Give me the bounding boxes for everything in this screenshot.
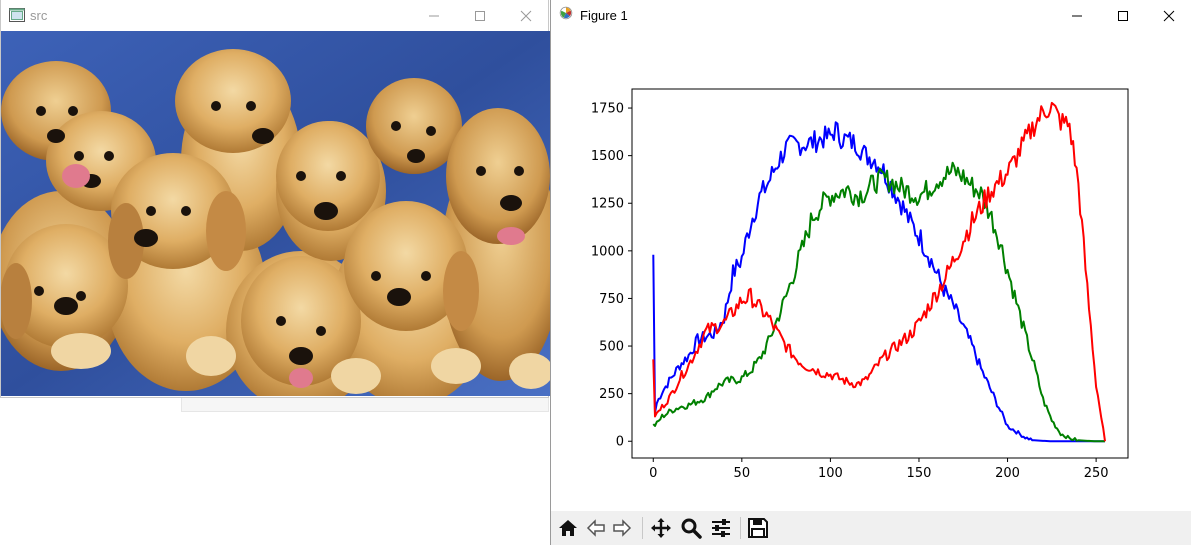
axes-frame <box>631 88 1129 459</box>
y-tick-label: 1250 <box>591 197 624 212</box>
zoom-button[interactable] <box>678 515 704 541</box>
image-window-icon <box>9 8 25 22</box>
maximize-button[interactable] <box>1100 0 1146 31</box>
pan-button[interactable] <box>648 515 674 541</box>
close-icon <box>1163 10 1175 21</box>
x-tick-label: 250 <box>1084 466 1109 481</box>
maximize-icon <box>1118 10 1128 21</box>
save-icon <box>748 518 768 538</box>
y-tick-label: 0 <box>616 435 624 450</box>
axis-ticks: 0 50 100 150 200 250 0 250 500 750 1000 1250 1500 175… <box>591 102 1109 481</box>
maximize-icon <box>475 10 485 21</box>
src-title-bar[interactable]: src <box>1 0 548 31</box>
y-tick-label: 750 <box>599 292 624 307</box>
pan-icon <box>651 518 671 538</box>
y-tick-label: 1500 <box>591 149 624 164</box>
x-tick-label: 100 <box>818 466 843 481</box>
minimize-icon <box>429 15 439 16</box>
series-lines <box>652 101 1106 443</box>
maximize-button[interactable] <box>457 0 503 31</box>
src-window: src <box>0 0 550 398</box>
figure-title-bar[interactable]: Figure 1 <box>551 0 1191 31</box>
src-window-shadow-bar <box>181 398 549 412</box>
y-tick-label: 250 <box>599 387 624 402</box>
save-button[interactable] <box>745 515 771 541</box>
back-button[interactable] <box>583 515 609 541</box>
minimize-icon <box>1072 15 1082 16</box>
x-tick-label: 0 <box>649 466 657 481</box>
y-tick-label: 1000 <box>591 244 624 259</box>
toolbar-separator <box>740 517 741 539</box>
y-tick-label: 500 <box>599 340 624 355</box>
configure-subplots-icon <box>712 519 730 537</box>
series-line-1 <box>652 161 1105 443</box>
x-tick-label: 200 <box>995 466 1020 481</box>
puppies-photo <box>1 31 550 396</box>
plot-canvas[interactable]: 0 50 100 150 200 250 0 250 500 750 1000 1250 1500 175… <box>551 31 1191 511</box>
src-window-title: src <box>30 8 48 23</box>
forward-icon <box>613 519 632 537</box>
y-tick-label: 1750 <box>591 102 624 117</box>
toolbar-separator <box>642 517 643 539</box>
home-icon <box>559 520 577 536</box>
close-button[interactable] <box>503 0 549 31</box>
figure-window: Figure 1 0 50 100 150 200 250 0 250 500 750 1000 12… <box>550 0 1191 545</box>
x-tick-label: 50 <box>734 466 751 481</box>
back-icon <box>586 519 605 537</box>
series-line-2 <box>652 101 1106 442</box>
puppies-image <box>1 31 550 396</box>
close-button[interactable] <box>1146 0 1191 31</box>
zoom-icon <box>681 518 702 539</box>
minimize-button[interactable] <box>411 0 457 31</box>
histogram-chart: 0 50 100 150 200 250 0 250 500 750 1000 1250 1500 175… <box>591 88 1129 481</box>
forward-button[interactable] <box>609 515 635 541</box>
home-button[interactable] <box>555 515 581 541</box>
minimize-button[interactable] <box>1054 0 1100 31</box>
configure-subplots-button[interactable] <box>708 515 734 541</box>
close-icon <box>520 10 532 21</box>
matplotlib-icon <box>559 6 573 20</box>
navigation-toolbar <box>551 511 1191 545</box>
x-tick-label: 150 <box>907 466 932 481</box>
figure-window-title: Figure 1 <box>580 8 628 23</box>
